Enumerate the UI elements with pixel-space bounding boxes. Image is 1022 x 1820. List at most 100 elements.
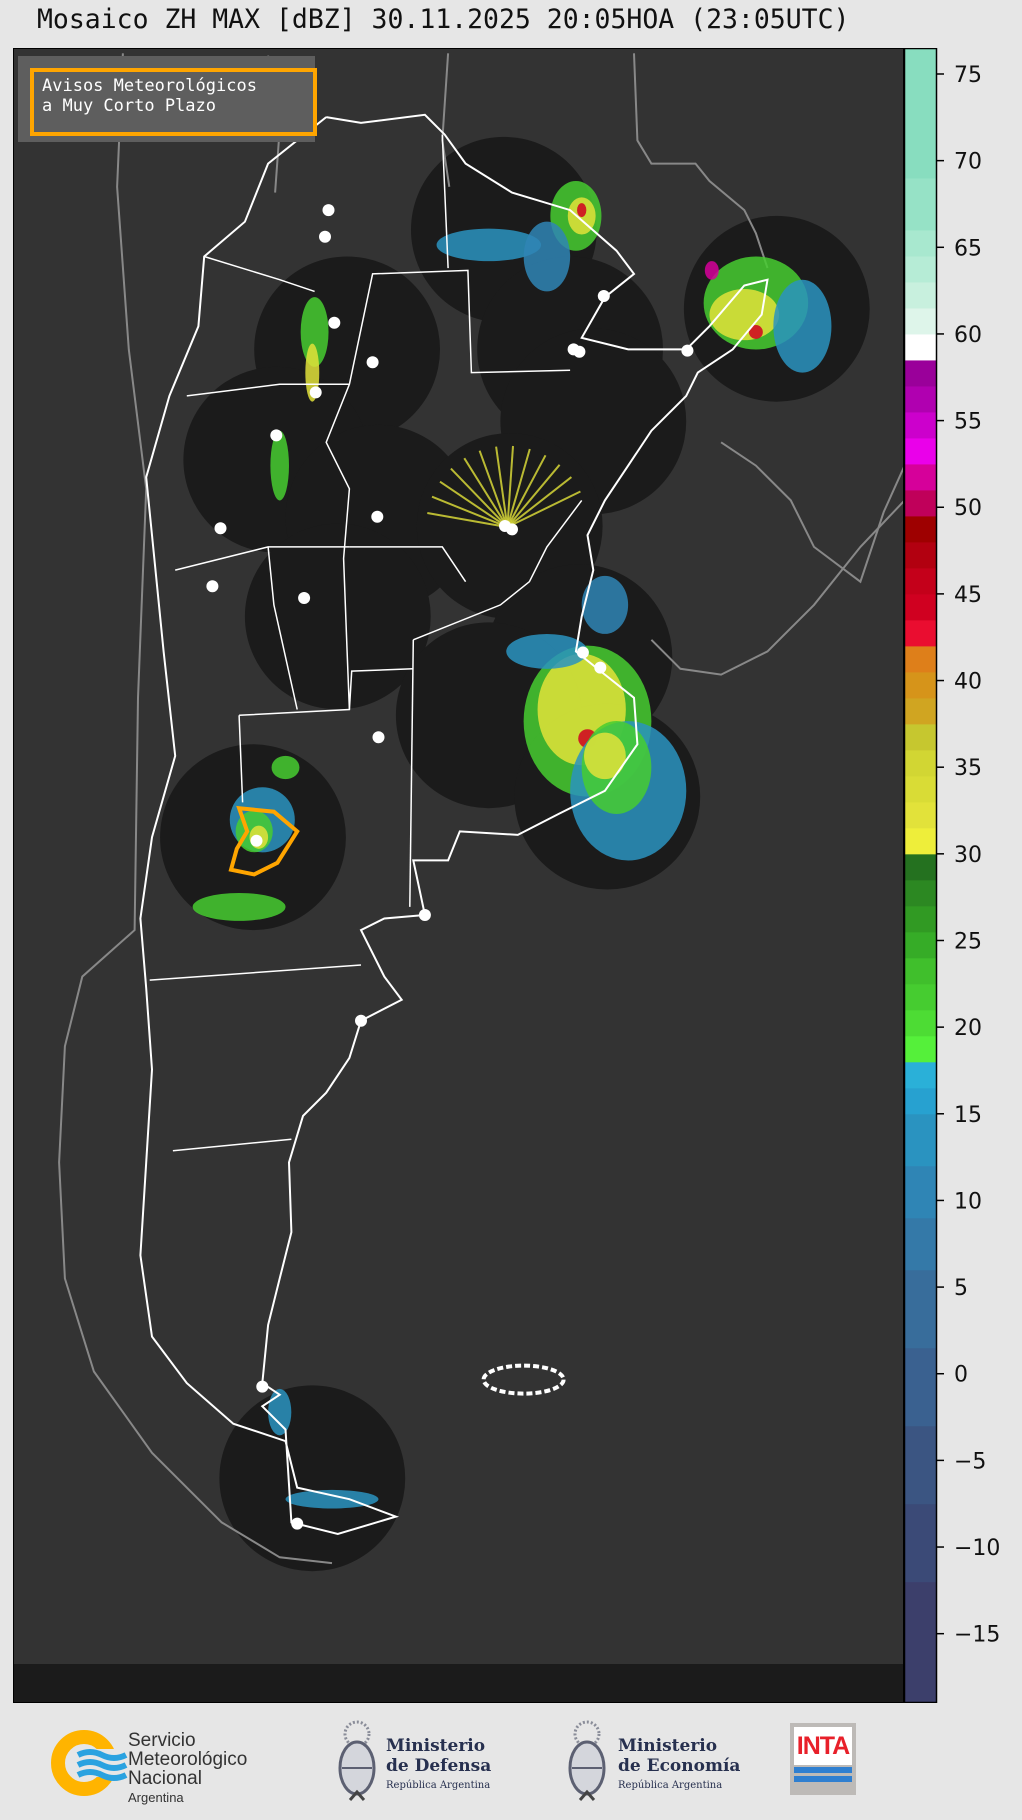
radar-site-marker bbox=[594, 661, 607, 674]
colorbar-tick-label: −5 bbox=[954, 1449, 986, 1474]
colorbar-bin bbox=[904, 931, 936, 959]
legend-line-2: a Muy Corto Plazo bbox=[42, 96, 216, 116]
radar-site-marker bbox=[576, 646, 589, 659]
colorbar-bin bbox=[904, 879, 936, 907]
colorbar-bin bbox=[904, 1061, 936, 1089]
radar-site-marker bbox=[573, 345, 586, 358]
colorbar-bin bbox=[904, 749, 936, 777]
colorbar-bin bbox=[904, 541, 936, 569]
radar-echo-ray bbox=[506, 448, 531, 528]
colorbar-tick-label: 45 bbox=[954, 583, 982, 608]
smn-name: Servicio Meteorológico Nacional Argentin… bbox=[128, 1731, 247, 1807]
map-title: Mosaico ZH MAX [dBZ] 30.11.2025 20:05HOA… bbox=[37, 4, 850, 35]
inta-stripe bbox=[794, 1767, 852, 1773]
radar-site-marker bbox=[256, 1380, 269, 1393]
colorbar-bin bbox=[904, 983, 936, 1011]
radar-echo bbox=[581, 575, 629, 634]
radar-echo-ray bbox=[506, 490, 581, 528]
colorbar-bin bbox=[904, 645, 936, 673]
radar-echo bbox=[506, 633, 588, 669]
radar-echo bbox=[748, 325, 763, 339]
radar-echo-ray bbox=[463, 457, 509, 528]
radar-site-marker bbox=[214, 522, 227, 535]
province-border bbox=[409, 639, 415, 907]
radar-echo bbox=[436, 228, 542, 262]
warning-polygon bbox=[228, 805, 300, 877]
coastline bbox=[633, 53, 769, 269]
map-canvas bbox=[14, 53, 903, 1702]
colorbar-tick-label: 40 bbox=[954, 670, 982, 695]
colorbar-tick-label: 60 bbox=[954, 323, 982, 348]
radar-site-marker bbox=[322, 204, 335, 217]
warnings-legend-frame: Avisos Meteorológicos a Muy Corto Plazo bbox=[30, 68, 317, 136]
inta-label: INTA bbox=[794, 1727, 852, 1765]
colorbar-tick-label: 35 bbox=[954, 756, 982, 781]
coat-of-arms-icon bbox=[568, 1720, 606, 1801]
defensa-line-2: de Defensa bbox=[386, 1756, 492, 1776]
country-border bbox=[139, 113, 769, 1536]
map-bottom-strip bbox=[14, 1664, 903, 1702]
smn-line-4: Argentina bbox=[128, 1790, 184, 1805]
colorbar-bin bbox=[904, 697, 936, 725]
warnings-legend: Avisos Meteorológicos a Muy Corto Plazo bbox=[18, 56, 317, 142]
colorbar-tick-label: 75 bbox=[954, 63, 982, 88]
colorbar-bin bbox=[904, 1087, 936, 1115]
colorbar-bin bbox=[904, 437, 936, 465]
colorbar-bin bbox=[904, 463, 936, 491]
colorbar-bin bbox=[904, 1269, 936, 1349]
province-border bbox=[441, 134, 449, 269]
colorbar-tick-label: 30 bbox=[954, 843, 982, 868]
colorbar-bin bbox=[904, 1347, 936, 1427]
falkland-islands bbox=[481, 1363, 566, 1396]
colorbar-tick-label: 25 bbox=[954, 929, 982, 954]
colorbar-bin bbox=[904, 801, 936, 829]
radar-echo bbox=[285, 1489, 379, 1509]
province-border bbox=[349, 546, 467, 583]
defensa-line-3: República Argentina bbox=[386, 1780, 491, 1791]
radar-echo bbox=[192, 892, 286, 921]
radar-echo bbox=[704, 261, 719, 280]
radar-site-marker bbox=[355, 1014, 367, 1027]
radar-site-marker bbox=[250, 834, 263, 847]
colorbar-bin bbox=[904, 515, 936, 543]
coastline bbox=[650, 500, 903, 676]
radar-echo-ray bbox=[506, 476, 573, 528]
radar-site-marker bbox=[366, 356, 379, 369]
radar-echo bbox=[300, 297, 329, 367]
province-border bbox=[238, 715, 244, 803]
radar-site-marker bbox=[418, 909, 431, 921]
coat-of-arms-icon bbox=[338, 1720, 376, 1801]
colorbar-tick-label: −10 bbox=[954, 1536, 1000, 1561]
colorbar-bin bbox=[904, 333, 936, 361]
colorbar-bin bbox=[904, 489, 936, 517]
radar-site-marker bbox=[597, 290, 610, 302]
colorbar-bin bbox=[904, 593, 936, 621]
colorbar-tick-label: 5 bbox=[954, 1276, 968, 1301]
colorbar-bin bbox=[904, 1425, 936, 1505]
province-border bbox=[203, 255, 315, 293]
colorbar-bin bbox=[904, 1113, 936, 1167]
radar-echo-ray bbox=[506, 445, 514, 528]
colorbar-bin bbox=[904, 619, 936, 647]
radar-site-marker bbox=[371, 510, 384, 523]
colorbar-bin bbox=[904, 307, 936, 335]
colorbar-tick-label: 20 bbox=[954, 1016, 982, 1041]
radar-echo bbox=[268, 1388, 292, 1436]
smn-line-2: Meteorológico bbox=[128, 1749, 248, 1770]
radar-echo-ray bbox=[495, 446, 509, 528]
colorbar-tick-label: 50 bbox=[954, 496, 982, 521]
colorbar-bin bbox=[904, 1581, 936, 1703]
defensa-line-1: Ministerio bbox=[386, 1736, 486, 1756]
radar-site-marker bbox=[319, 230, 331, 243]
radar-echo-ray bbox=[478, 450, 509, 528]
colorbar-bin bbox=[904, 411, 936, 439]
colorbar-tick-label: −15 bbox=[954, 1623, 1000, 1648]
province-border bbox=[267, 546, 298, 710]
footer-logos: Servicio Meteorológico Nacional Argentin… bbox=[0, 1703, 1022, 1820]
colorbar-bin bbox=[904, 385, 936, 413]
colorbar-bin bbox=[904, 255, 936, 283]
radar-mosaic-map[interactable]: Avisos Meteorológicos a Muy Corto Plazo bbox=[13, 48, 904, 1703]
colorbar-bin bbox=[904, 723, 936, 751]
radar-site-marker bbox=[372, 731, 385, 744]
radar-echo-ray bbox=[427, 512, 508, 529]
